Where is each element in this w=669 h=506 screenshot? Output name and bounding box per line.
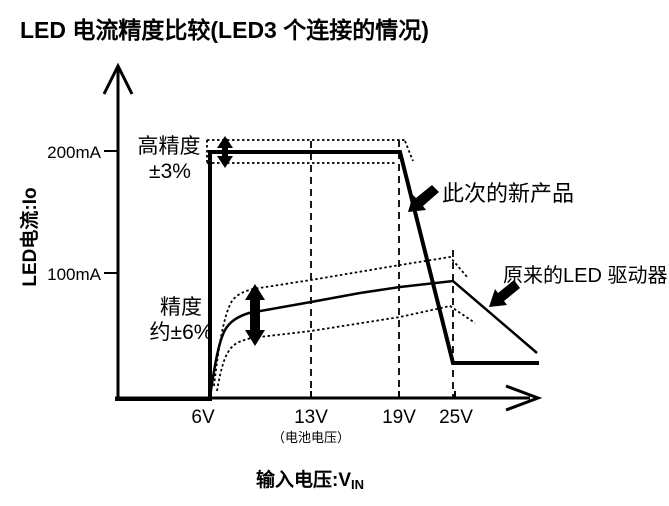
high-accuracy-label-line2: ±3% bbox=[149, 160, 191, 183]
y-axis-arrow-icon bbox=[102, 62, 134, 95]
old-driver-curve bbox=[208, 279, 538, 398]
y-tick-label-200: 200mA bbox=[47, 143, 102, 162]
old-driver-label: 原来的LED 驱动器 bbox=[503, 264, 667, 287]
accuracy-6pct-label-line1: 精度 bbox=[160, 296, 202, 319]
chart-title: LED 电流精度比较(LED3 个连接的情况) bbox=[20, 17, 429, 43]
x-axis-title: 输入电压:VIN bbox=[256, 468, 364, 492]
x-tick-label-6v: 6V bbox=[191, 407, 215, 428]
y-axis-title: LED电流:Io bbox=[18, 187, 41, 286]
y-tick-label-100: 100mA bbox=[47, 265, 102, 284]
tolerance-3pct-double-arrow-icon bbox=[217, 136, 233, 168]
x-tick-label-13v: 13V bbox=[294, 407, 328, 428]
new-product-label: 此次的新产品 bbox=[442, 181, 574, 206]
old-driver-callout-arrow-icon bbox=[489, 280, 520, 307]
new-product-callout-arrow-icon bbox=[408, 185, 439, 212]
high-accuracy-label-line1: 高精度 bbox=[138, 135, 201, 158]
accuracy-6pct-label-line2: 约±6% bbox=[150, 321, 213, 344]
tolerance-6pct-double-arrow-icon bbox=[245, 284, 265, 346]
battery-voltage-note: （电池电压） bbox=[272, 430, 350, 445]
x-axis-arrow-icon bbox=[505, 384, 543, 412]
old-driver-lower-tolerance-line bbox=[216, 305, 476, 392]
x-tick-label-19v: 19V bbox=[382, 407, 416, 428]
new-product-tolerance-right-nub bbox=[404, 140, 414, 162]
x-axis-title-main: 输入电压:V bbox=[256, 468, 351, 491]
x-tick-label-25v: 25V bbox=[439, 407, 473, 428]
new-product-curve bbox=[115, 150, 539, 401]
x-axis-title-sub: IN bbox=[351, 477, 364, 492]
